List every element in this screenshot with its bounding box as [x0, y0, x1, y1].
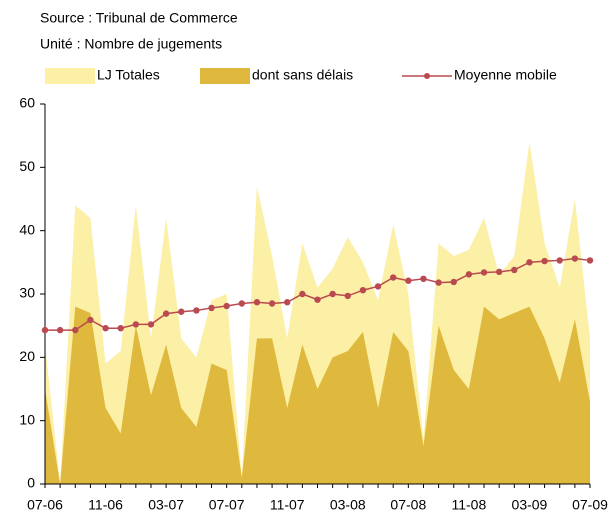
marker	[102, 325, 109, 332]
marker	[435, 279, 442, 286]
y-tick-label: 10	[19, 411, 35, 427]
marker	[344, 292, 351, 300]
marker	[359, 287, 367, 294]
legend-label: LJ Totales	[97, 67, 160, 83]
x-tick-label: 07-09	[572, 497, 608, 513]
marker	[556, 257, 563, 264]
x-tick-label: 07-08	[390, 497, 426, 513]
legend-swatch	[200, 68, 250, 84]
y-tick-label: 0	[27, 475, 35, 491]
marker	[147, 321, 155, 328]
y-tick-label: 20	[19, 348, 35, 364]
area	[45, 306, 590, 484]
marker	[208, 304, 215, 312]
marker	[299, 290, 306, 298]
legend-swatch	[45, 68, 95, 84]
marker	[450, 278, 457, 286]
marker	[193, 307, 200, 314]
marker	[541, 257, 548, 265]
marker	[41, 326, 49, 334]
x-tick-label: 11-07	[270, 497, 305, 513]
marker	[117, 325, 124, 332]
source: Source : Tribunal de Commerce	[40, 10, 238, 26]
marker	[480, 269, 488, 276]
marker	[329, 290, 336, 298]
y-tick-label: 50	[19, 158, 35, 174]
marker	[253, 299, 261, 306]
legend-label: dont sans délais	[252, 67, 353, 83]
marker	[420, 275, 427, 282]
marker	[268, 300, 276, 307]
marker	[56, 326, 64, 334]
legend-marker	[424, 73, 430, 79]
marker	[178, 308, 185, 315]
x-tick-label: 03-07	[148, 497, 184, 513]
marker	[405, 277, 412, 284]
marker	[132, 321, 140, 328]
marker	[495, 268, 503, 276]
marker	[571, 255, 579, 262]
marker	[238, 300, 246, 307]
x-tick-label: 11-06	[88, 497, 123, 513]
marker	[223, 302, 230, 310]
legend-label: Moyenne mobile	[454, 67, 557, 83]
marker	[87, 316, 94, 324]
marker	[389, 274, 397, 281]
x-tick-label: 11-08	[451, 497, 486, 513]
marker	[284, 299, 291, 306]
y-tick-label: 60	[19, 95, 35, 111]
x-tick-label: 07-07	[209, 497, 245, 513]
marker	[526, 259, 533, 266]
marker	[374, 283, 382, 290]
marker	[511, 266, 518, 274]
y-tick-label: 30	[19, 285, 35, 301]
x-tick-label: 03-08	[330, 497, 366, 513]
marker	[586, 257, 594, 264]
x-tick-label: 03-09	[512, 497, 548, 513]
y-tick-label: 40	[19, 221, 35, 237]
marker	[314, 296, 321, 303]
unit: Unité : Nombre de jugements	[40, 36, 222, 52]
marker	[162, 310, 170, 317]
x-tick-label: 07-06	[27, 497, 63, 513]
marker	[465, 271, 473, 278]
marker	[72, 326, 79, 334]
